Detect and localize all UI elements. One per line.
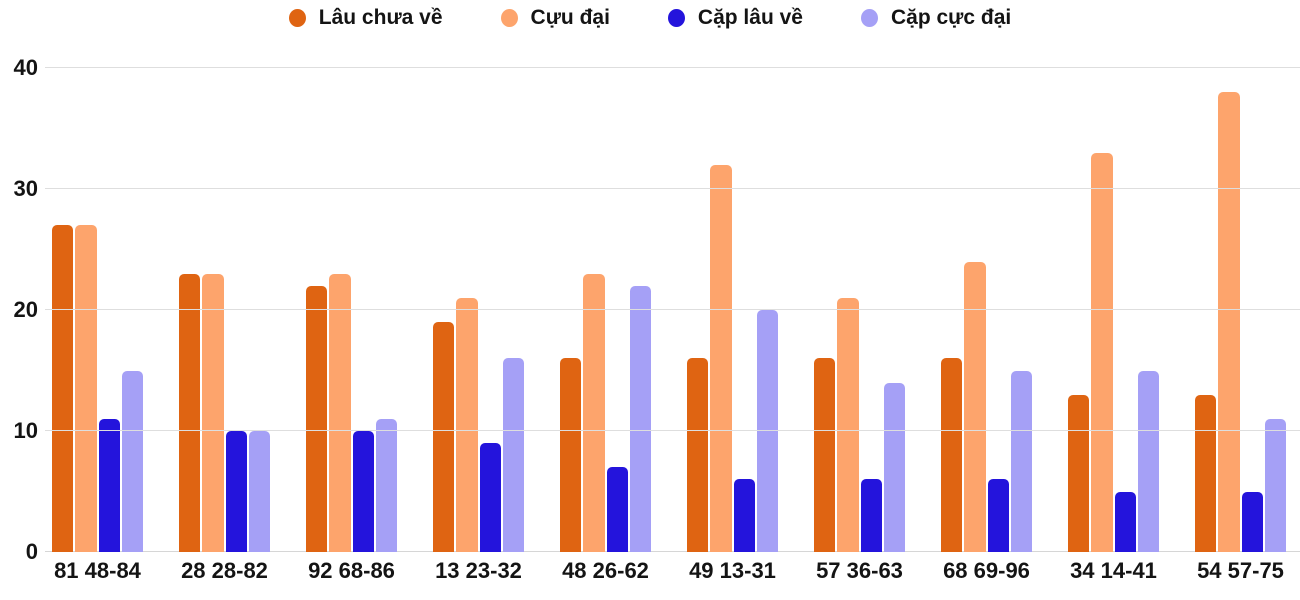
bar-series-3-group-3 <box>352 431 374 552</box>
bar-series-2-group-6 <box>710 164 732 552</box>
x-tick-label: 57 36-63 <box>814 558 905 584</box>
bar-group-2 <box>179 68 270 552</box>
x-tick-text: 28 28-82 <box>181 558 268 583</box>
bar-group-5 <box>560 68 651 552</box>
y-tick-label: 0 <box>25 539 38 564</box>
bar-series-2-group-7 <box>837 297 859 552</box>
legend-item-series-4: Cặp cực đại <box>860 6 1012 30</box>
bar-series-3-group-4 <box>479 443 501 552</box>
bar-series-4-group-10 <box>1264 418 1286 552</box>
x-tick-label: 92 68-86 <box>306 558 397 584</box>
bar-series-3-group-6 <box>733 479 755 552</box>
bar-series-1-group-8 <box>941 358 963 552</box>
bar-series-3-group-9 <box>1114 491 1136 552</box>
y-tick-label: 20 <box>13 297 38 322</box>
bar-series-4-group-9 <box>1137 370 1159 552</box>
bar-series-1-group-7 <box>814 358 836 552</box>
bar-series-4-group-1 <box>121 370 143 552</box>
legend-label: Cặp cực đại <box>890 6 1012 29</box>
x-axis: 81 48-84 28 28-82 92 68-86 13 23-32 48 26-62… <box>45 558 1300 584</box>
x-tick-text: 92 68-86 <box>308 558 395 583</box>
x-tick-label: 49 13-31 <box>687 558 778 584</box>
legend-item-series-1: Lâu chưa về <box>288 6 443 30</box>
bar-series-4-group-8 <box>1010 370 1032 552</box>
bar-series-1-group-5 <box>560 358 582 552</box>
bar-group-9 <box>1068 68 1159 552</box>
legend-marker-icon <box>500 9 518 27</box>
gridline <box>45 67 1300 68</box>
x-tick-text: 34 14-41 <box>1070 558 1157 583</box>
legend-item-series-2: Cựu đại <box>500 6 610 30</box>
bar-series-1-group-9 <box>1068 394 1090 552</box>
y-tick-label: 30 <box>13 176 38 201</box>
bar-series-2-group-1 <box>75 225 97 552</box>
y-tick-label: 10 <box>13 418 38 443</box>
bar-series-4-group-2 <box>248 431 270 552</box>
bar-series-3-group-2 <box>225 431 247 552</box>
bar-group-1 <box>52 68 143 552</box>
x-tick-text: 13 23-32 <box>435 558 522 583</box>
bar-group-7 <box>814 68 905 552</box>
bar-group-3 <box>306 68 397 552</box>
x-tick-label: 34 14-41 <box>1068 558 1159 584</box>
x-tick-label: 68 69-96 <box>941 558 1032 584</box>
plot-area <box>45 67 1300 552</box>
x-tick-label: 48 26-62 <box>560 558 651 584</box>
chart-legend: Lâu chưa về Cựu đại Cặp lâu về Cặp cực đại <box>0 6 1300 30</box>
bar-series-2-group-4 <box>456 297 478 552</box>
x-tick-text: 48 26-62 <box>562 558 649 583</box>
bar-series-2-group-10 <box>1218 92 1240 552</box>
bar-series-4-group-5 <box>629 285 651 552</box>
bar-series-1-group-2 <box>179 273 201 552</box>
x-tick-text: 49 13-31 <box>689 558 776 583</box>
x-tick-text: 81 48-84 <box>54 558 141 583</box>
bar-series-1-group-3 <box>306 285 328 552</box>
y-axis: 0 10 20 30 40 <box>0 57 38 563</box>
bar-series-1-group-10 <box>1195 394 1217 552</box>
bar-series-3-group-10 <box>1241 491 1263 552</box>
bar-group-10 <box>1195 68 1286 552</box>
bar-series-3-group-1 <box>98 418 120 552</box>
legend-label: Cựu đại <box>530 6 610 29</box>
legend-label: Lâu chưa về <box>318 6 443 29</box>
bar-series-3-group-5 <box>606 467 628 552</box>
bar-series-2-group-9 <box>1091 152 1113 552</box>
bar-series-4-group-4 <box>502 358 524 552</box>
bar-series-2-group-5 <box>583 273 605 552</box>
x-tick-text: 54 57-75 <box>1197 558 1284 583</box>
bar-series-2-group-3 <box>329 273 351 552</box>
x-axis-baseline <box>45 551 1300 552</box>
bar-series-2-group-2 <box>202 273 224 552</box>
x-tick-label: 81 48-84 <box>52 558 143 584</box>
bar-group-4 <box>433 68 524 552</box>
bar-series-3-group-7 <box>860 479 882 552</box>
legend-marker-icon <box>288 9 306 27</box>
bar-series-1-group-4 <box>433 322 455 552</box>
bar-series-2-group-8 <box>964 261 986 552</box>
legend-item-series-3: Cặp lâu về <box>667 6 803 30</box>
bar-series-3-group-8 <box>987 479 1009 552</box>
y-tick-label: 40 <box>13 55 38 80</box>
bar-series-1-group-6 <box>687 358 709 552</box>
bar-group-6 <box>687 68 778 552</box>
legend-marker-icon <box>667 9 685 27</box>
gridline <box>45 430 1300 431</box>
bar-group-8 <box>941 68 1032 552</box>
bar-series-4-group-6 <box>756 310 778 552</box>
legend-marker-icon <box>860 9 878 27</box>
bar-groups <box>45 68 1300 552</box>
x-tick-label: 28 28-82 <box>179 558 270 584</box>
legend-label: Cặp lâu về <box>697 6 803 29</box>
bar-series-4-group-3 <box>375 418 397 552</box>
bar-series-4-group-7 <box>883 382 905 552</box>
x-tick-text: 68 69-96 <box>943 558 1030 583</box>
x-tick-label: 13 23-32 <box>433 558 524 584</box>
x-tick-label: 54 57-75 <box>1195 558 1286 584</box>
gridline <box>45 309 1300 310</box>
x-tick-text: 57 36-63 <box>816 558 903 583</box>
bar-series-1-group-1 <box>52 225 74 552</box>
gridline <box>45 188 1300 189</box>
